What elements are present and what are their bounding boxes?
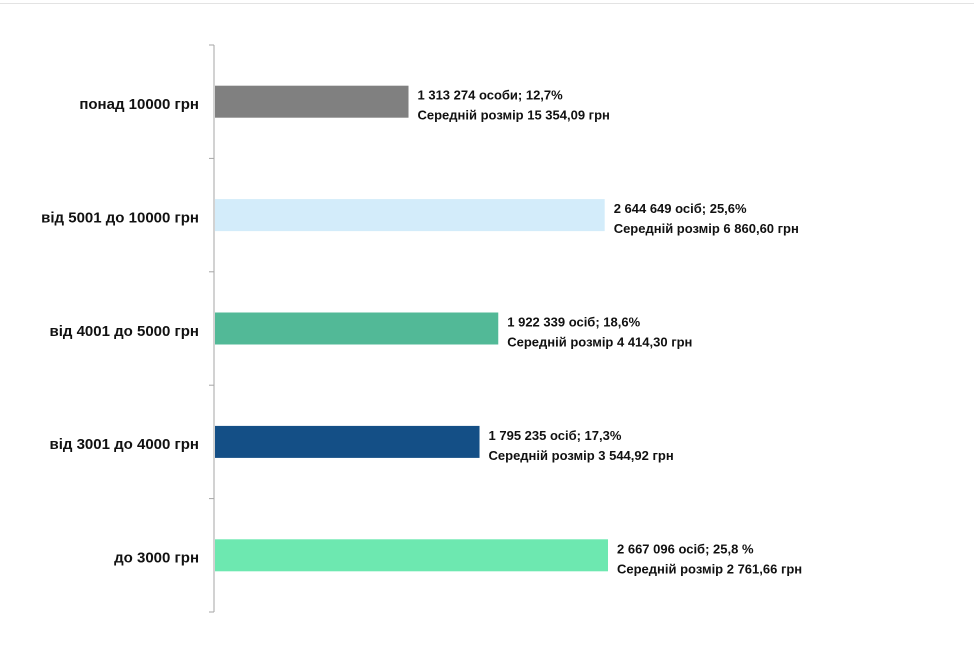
bar <box>215 312 499 345</box>
category-label: від 3001 до 4000 грн <box>50 436 199 453</box>
bar <box>215 199 605 232</box>
category-label: до 3000 грн <box>114 550 199 567</box>
category-label: від 5001 до 10000 грн <box>41 209 199 226</box>
data-label-count-share: 1 922 339 осіб; 18,6% <box>507 315 640 330</box>
data-label-count-share: 1 313 274 особи; 12,7% <box>418 88 564 103</box>
data-label-average-size: Середній розмір 2 761,66 грн <box>617 561 802 576</box>
category-labels: понад 10000 грн від 5001 до 10000 грн від … <box>41 96 199 567</box>
data-labels: 1 313 274 особи; 12,7% Середній розмір 15… <box>418 88 803 577</box>
bar <box>215 539 608 572</box>
bar <box>215 425 480 458</box>
data-label-average-size: Середній розмір 15 354,09 грн <box>418 108 610 123</box>
bars <box>215 85 608 572</box>
data-label-count-share: 2 667 096 осіб; 25,8 % <box>617 541 754 556</box>
bar <box>215 85 409 118</box>
category-label: понад 10000 грн <box>79 96 199 113</box>
data-label-average-size: Середній розмір 4 414,30 грн <box>507 335 692 350</box>
data-label-average-size: Середній розмір 6 860,60 грн <box>614 221 799 236</box>
top-divider <box>0 3 974 4</box>
category-label: від 4001 до 5000 грн <box>50 323 199 340</box>
category-axis <box>209 44 215 613</box>
data-label-count-share: 2 644 649 осіб; 25,6% <box>614 201 747 216</box>
data-label-average-size: Середній розмір 3 544,92 грн <box>489 448 674 463</box>
data-label-count-share: 1 795 235 осіб; 17,3% <box>489 428 622 443</box>
